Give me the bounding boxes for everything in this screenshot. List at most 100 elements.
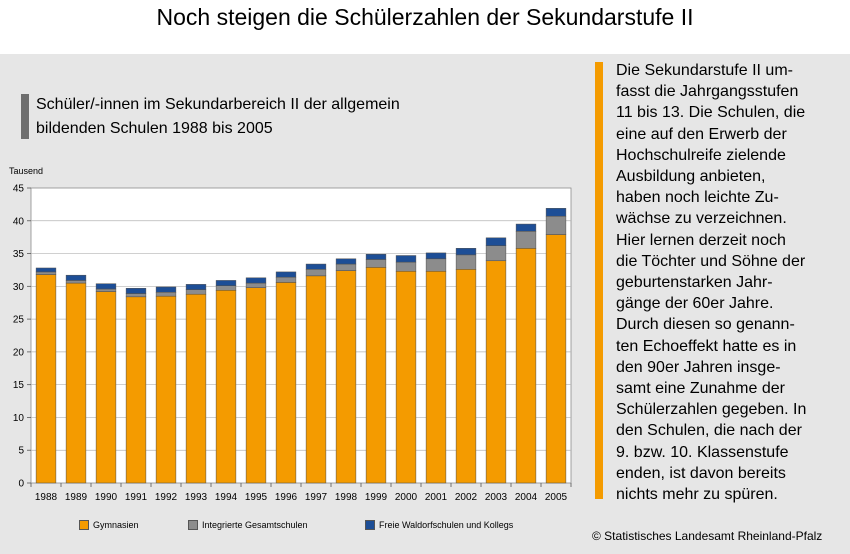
x-tick-label: 1994 bbox=[215, 492, 238, 503]
bar-freie-waldorfschulen bbox=[305, 263, 327, 270]
x-tick-label: 2004 bbox=[515, 492, 538, 503]
sidebar-text-line: ten Echoeffekt hatte es in bbox=[616, 337, 797, 355]
x-tick-label: 1992 bbox=[155, 492, 178, 503]
bar-freie-waldorfschulen bbox=[65, 274, 87, 281]
legend-swatch-gymnasien bbox=[79, 520, 89, 530]
plot-area bbox=[30, 187, 572, 484]
y-tick-label: 30 bbox=[13, 282, 25, 293]
legend-label-integrierte-gesamtschulen: Integrierte Gesamtschulen bbox=[202, 520, 308, 530]
bar-integrierte-gesamtschulen bbox=[215, 285, 237, 291]
bar-freie-waldorfschulen bbox=[395, 255, 417, 263]
page-title: Noch steigen die Schülerzahlen der Sekun… bbox=[156, 4, 694, 30]
sidebar-text-line: Die Sekundarstufe II um- bbox=[616, 62, 793, 79]
bar-gymnasien bbox=[185, 293, 207, 484]
bar-gymnasien bbox=[95, 291, 117, 484]
y-tick-label: 0 bbox=[18, 479, 24, 490]
legend-label-freie-waldorfschulen: Freie Waldorfschulen und Kollegs bbox=[379, 520, 514, 530]
x-tick-label: 1990 bbox=[95, 492, 118, 503]
x-tick-label: 1996 bbox=[275, 492, 298, 503]
bar-gymnasien bbox=[395, 271, 417, 484]
y-tick-label: 35 bbox=[13, 249, 25, 260]
bar-freie-waldorfschulen bbox=[215, 280, 237, 286]
bar-freie-waldorfschulen bbox=[35, 267, 57, 273]
bar-freie-waldorfschulen bbox=[95, 283, 117, 290]
sidebar-text-line: nichts mehr zu spüren. bbox=[616, 486, 778, 504]
y-tick-label: 45 bbox=[13, 184, 25, 195]
bar-freie-waldorfschulen bbox=[545, 208, 567, 217]
bar-gymnasien bbox=[425, 271, 447, 484]
bar-integrierte-gesamtschulen bbox=[95, 288, 117, 292]
x-tick-label: 1988 bbox=[35, 492, 58, 503]
bar-integrierte-gesamtschulen bbox=[545, 215, 567, 235]
sidebar-text-line: fasst die Jahrgangsstufen bbox=[616, 83, 799, 101]
sidebar-text-line: eine auf den Erwerb der bbox=[616, 125, 787, 143]
y-tick-label: 10 bbox=[13, 413, 25, 424]
sidebar-text-line: geburtenstarken Jahr- bbox=[616, 274, 773, 292]
source-credit: © Statistisches Landesamt Rheinland-Pfal… bbox=[592, 529, 823, 543]
bar-freie-waldorfschulen bbox=[335, 258, 357, 265]
legend-item-gymnasien: Gymnasien bbox=[79, 520, 139, 530]
bar-freie-waldorfschulen bbox=[485, 237, 507, 246]
x-tick-label: 1993 bbox=[185, 492, 208, 503]
bar-freie-waldorfschulen bbox=[365, 253, 387, 260]
bar-freie-waldorfschulen bbox=[125, 288, 147, 294]
subtitle-accent-bar bbox=[21, 94, 29, 139]
bar-integrierte-gesamtschulen bbox=[125, 293, 147, 298]
bar-integrierte-gesamtschulen bbox=[275, 276, 297, 283]
y-tick-label: 20 bbox=[13, 347, 25, 358]
chart-subtitle-line2: bildenden Schulen 1988 bis 2005 bbox=[36, 120, 273, 137]
sidebar-text-line: wächse zu verzeichnen. bbox=[616, 210, 787, 228]
bar-gymnasien bbox=[155, 295, 177, 484]
bar-gymnasien bbox=[365, 267, 387, 484]
bar-gymnasien bbox=[125, 296, 147, 484]
sidebar-text-line: gänge der 60er Jahre. bbox=[616, 295, 774, 313]
legend-swatch-freie-waldorfschulen bbox=[365, 520, 375, 530]
bar-gymnasien bbox=[275, 282, 297, 484]
bar-gymnasien bbox=[245, 287, 267, 484]
bar-gymnasien bbox=[305, 275, 327, 484]
bar-gymnasien bbox=[485, 260, 507, 484]
sidebar-description: Die Sekundarstufe II um-fasst die Jahrga… bbox=[616, 60, 842, 505]
sidebar-text-line: samt eine Zunahme der bbox=[616, 380, 785, 398]
bar-integrierte-gesamtschulen bbox=[245, 282, 267, 288]
x-tick-label: 2003 bbox=[485, 492, 508, 503]
bar-integrierte-gesamtschulen bbox=[485, 245, 507, 262]
legend-item-freie-waldorfschulen: Freie Waldorfschulen und Kollegs bbox=[365, 520, 513, 530]
bar-integrierte-gesamtschulen bbox=[35, 271, 57, 275]
sidebar-text-line: enden, ist davon bereits bbox=[616, 464, 786, 482]
legend-swatch-integrierte-gesamtschulen bbox=[188, 520, 198, 530]
bar-integrierte-gesamtschulen bbox=[185, 289, 207, 295]
bar-gymnasien bbox=[455, 269, 477, 484]
x-tick-label: 2000 bbox=[395, 492, 418, 503]
legend-label-gymnasien: Gymnasien bbox=[93, 520, 139, 530]
bar-integrierte-gesamtschulen bbox=[155, 291, 177, 297]
x-tick-label: 1995 bbox=[245, 492, 268, 503]
bar-integrierte-gesamtschulen bbox=[365, 259, 387, 268]
bar-integrierte-gesamtschulen bbox=[305, 269, 327, 277]
chart-subtitle: Schüler/-innen im Sekundarbereich II der… bbox=[36, 93, 476, 141]
y-tick-label: 40 bbox=[13, 216, 25, 227]
x-tick-label: 1997 bbox=[305, 492, 328, 503]
bar-freie-waldorfschulen bbox=[455, 248, 477, 256]
y-axis-unit-label: Tausend bbox=[9, 166, 44, 176]
y-tick-label: 15 bbox=[13, 380, 25, 391]
bar-freie-waldorfschulen bbox=[515, 223, 537, 232]
x-tick-label: 2005 bbox=[545, 492, 568, 503]
bar-integrierte-gesamtschulen bbox=[65, 280, 87, 284]
bar-integrierte-gesamtschulen bbox=[425, 258, 447, 272]
sidebar-text-line: 9. bzw. 10. Klassenstufe bbox=[616, 443, 789, 461]
bar-gymnasien bbox=[335, 270, 357, 484]
bar-freie-waldorfschulen bbox=[425, 252, 447, 260]
sidebar-text-line: Ausbildung anbieten, bbox=[616, 168, 766, 186]
bar-gymnasien bbox=[545, 234, 567, 484]
bar-freie-waldorfschulen bbox=[245, 277, 267, 284]
sidebar-text-line: 11 bis 13. Die Schulen, die bbox=[616, 104, 806, 122]
bar-integrierte-gesamtschulen bbox=[455, 254, 477, 270]
bar-integrierte-gesamtschulen bbox=[335, 263, 357, 271]
sidebar-text-line: den Schulen, die nach der bbox=[616, 422, 802, 440]
bar-gymnasien bbox=[65, 282, 87, 484]
chart-subtitle-line1: Schüler/-innen im Sekundarbereich II der… bbox=[36, 96, 400, 113]
sidebar-text-line: Schülerzahlen gegeben. In bbox=[616, 401, 807, 419]
sidebar-accent-bar bbox=[595, 62, 603, 499]
